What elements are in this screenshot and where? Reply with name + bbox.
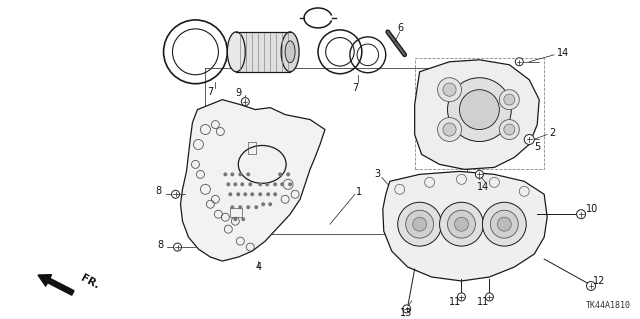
Ellipse shape bbox=[285, 41, 295, 63]
Circle shape bbox=[248, 182, 252, 186]
Circle shape bbox=[246, 205, 250, 209]
Bar bbox=[236, 32, 291, 72]
Bar bbox=[248, 143, 256, 154]
Circle shape bbox=[490, 210, 518, 238]
Circle shape bbox=[266, 192, 270, 196]
Circle shape bbox=[241, 217, 245, 221]
Text: 13: 13 bbox=[399, 308, 412, 318]
Bar bbox=[415, 58, 544, 169]
Circle shape bbox=[504, 94, 515, 105]
Circle shape bbox=[273, 182, 277, 186]
Circle shape bbox=[406, 210, 433, 238]
Circle shape bbox=[265, 182, 269, 186]
Circle shape bbox=[250, 192, 254, 196]
Circle shape bbox=[286, 172, 290, 176]
Text: 5: 5 bbox=[534, 143, 540, 152]
Circle shape bbox=[223, 172, 227, 176]
Circle shape bbox=[173, 243, 182, 251]
Circle shape bbox=[243, 192, 247, 196]
Text: 7: 7 bbox=[352, 83, 358, 93]
Circle shape bbox=[261, 202, 265, 206]
Circle shape bbox=[460, 90, 499, 130]
Circle shape bbox=[230, 205, 234, 209]
Circle shape bbox=[273, 192, 277, 196]
Circle shape bbox=[238, 205, 243, 209]
Circle shape bbox=[586, 281, 595, 290]
Circle shape bbox=[499, 120, 519, 139]
Circle shape bbox=[504, 124, 515, 135]
Text: 6: 6 bbox=[397, 23, 404, 33]
Text: 2: 2 bbox=[549, 128, 556, 137]
Text: 4: 4 bbox=[255, 262, 261, 272]
Text: 8: 8 bbox=[157, 240, 164, 250]
Circle shape bbox=[238, 172, 243, 176]
Circle shape bbox=[443, 123, 456, 136]
Text: FR.: FR. bbox=[79, 273, 100, 291]
Text: 11: 11 bbox=[477, 297, 490, 307]
Circle shape bbox=[454, 217, 468, 231]
Circle shape bbox=[485, 293, 493, 301]
Circle shape bbox=[397, 202, 442, 246]
Circle shape bbox=[280, 182, 284, 186]
Circle shape bbox=[240, 182, 244, 186]
Circle shape bbox=[172, 190, 179, 198]
Polygon shape bbox=[415, 60, 540, 169]
Circle shape bbox=[458, 293, 465, 301]
Polygon shape bbox=[180, 100, 325, 261]
Circle shape bbox=[447, 78, 511, 142]
Circle shape bbox=[577, 210, 586, 219]
Circle shape bbox=[254, 205, 258, 209]
Circle shape bbox=[443, 83, 456, 96]
Circle shape bbox=[440, 202, 483, 246]
Circle shape bbox=[476, 170, 483, 178]
Circle shape bbox=[278, 172, 282, 176]
Text: 14: 14 bbox=[557, 48, 570, 58]
Circle shape bbox=[234, 217, 237, 221]
Circle shape bbox=[227, 182, 230, 186]
Circle shape bbox=[515, 58, 524, 66]
Text: 14: 14 bbox=[477, 182, 490, 192]
Text: 12: 12 bbox=[593, 276, 605, 286]
Text: 1: 1 bbox=[356, 187, 362, 197]
Circle shape bbox=[246, 172, 250, 176]
Bar bbox=[230, 208, 243, 217]
Circle shape bbox=[241, 98, 249, 106]
Circle shape bbox=[258, 182, 262, 186]
Circle shape bbox=[413, 217, 427, 231]
Circle shape bbox=[258, 192, 262, 196]
Circle shape bbox=[236, 192, 240, 196]
Text: 8: 8 bbox=[156, 186, 162, 196]
Ellipse shape bbox=[281, 32, 299, 72]
Text: 3: 3 bbox=[375, 169, 381, 179]
Text: 10: 10 bbox=[586, 204, 598, 214]
Circle shape bbox=[497, 217, 511, 231]
Circle shape bbox=[447, 210, 476, 238]
Circle shape bbox=[438, 118, 461, 142]
Text: 7: 7 bbox=[207, 87, 214, 97]
Text: 9: 9 bbox=[236, 88, 241, 98]
FancyArrow shape bbox=[38, 275, 74, 295]
Circle shape bbox=[230, 172, 234, 176]
Circle shape bbox=[234, 182, 237, 186]
Circle shape bbox=[483, 202, 526, 246]
Circle shape bbox=[403, 305, 411, 313]
Circle shape bbox=[524, 135, 534, 145]
Text: 11: 11 bbox=[449, 297, 461, 307]
Text: TK44A1810: TK44A1810 bbox=[586, 301, 631, 310]
Circle shape bbox=[228, 192, 232, 196]
Circle shape bbox=[288, 182, 292, 186]
Polygon shape bbox=[383, 171, 547, 281]
Ellipse shape bbox=[227, 32, 245, 72]
Circle shape bbox=[438, 78, 461, 102]
Circle shape bbox=[268, 202, 272, 206]
Circle shape bbox=[499, 90, 519, 110]
